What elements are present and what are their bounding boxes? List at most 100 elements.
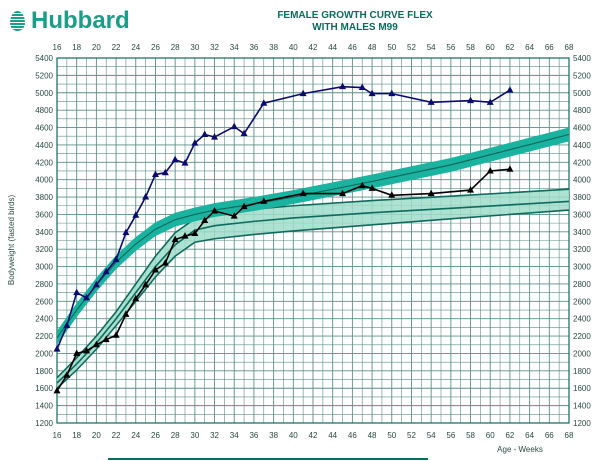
male-standard-band	[57, 127, 569, 345]
x-tick-label: 36	[249, 431, 258, 440]
y-tick-label-right: 4000	[573, 176, 591, 185]
y-tick-label: 2200	[35, 332, 53, 341]
y-tick-label-right: 5400	[573, 54, 591, 63]
y-tick-label: 1200	[35, 419, 53, 428]
female-standard-band	[57, 189, 569, 389]
x-tick-label: 60	[486, 431, 495, 440]
x-tick-label-top: 44	[328, 43, 337, 52]
x-tick-label: 62	[505, 431, 514, 440]
female-data-point	[240, 202, 248, 210]
y-tick-label: 1600	[35, 384, 53, 393]
female-data-point	[230, 212, 238, 219]
female-data-point	[142, 280, 150, 288]
y-tick-label: 3400	[35, 228, 53, 237]
y-tick-label-right: 1800	[573, 367, 591, 376]
female-data-point	[171, 235, 179, 243]
female-data-point	[486, 166, 494, 174]
x-tick-label: 28	[171, 431, 180, 440]
male-data-point	[211, 133, 219, 140]
x-tick-label: 64	[525, 431, 534, 440]
x-tick-label-top: 28	[171, 43, 180, 52]
y-tick-label: 3800	[35, 193, 53, 202]
y-tick-label-right: 4800	[573, 106, 591, 115]
y-tick-label: 2400	[35, 315, 53, 324]
chart-title: FEMALE GROWTH CURVE FLEX	[277, 10, 433, 21]
x-tick-label: 66	[545, 431, 554, 440]
male-data-point	[427, 98, 435, 105]
male-data-point	[299, 89, 307, 97]
male-data-point	[122, 228, 130, 236]
y-tick-label-right: 3600	[573, 210, 591, 219]
x-tick-label: 54	[427, 431, 436, 440]
y-tick-label-right: 4600	[573, 124, 591, 133]
hubbard-logo: Hubbard	[10, 8, 130, 34]
female-data-point	[83, 346, 91, 354]
y-tick-label: 4800	[35, 106, 53, 115]
egg-logo-icon	[10, 11, 25, 31]
y-tick-label: 3600	[35, 210, 53, 219]
y-tick-label-right: 4400	[573, 141, 591, 150]
y-tick-label-right: 3800	[573, 193, 591, 202]
x-tick-label-top: 40	[289, 43, 298, 52]
male-data-point	[132, 211, 140, 218]
male-data-point	[151, 170, 159, 177]
x-tick-label: 68	[565, 431, 574, 440]
x-tick-label: 30	[190, 431, 199, 440]
female-data-point	[201, 216, 209, 224]
y-tick-label-right: 2800	[573, 280, 591, 289]
male-data-point	[73, 288, 81, 296]
y-tick-label: 1800	[35, 367, 53, 376]
female-data-point	[161, 259, 169, 266]
x-tick-label: 38	[269, 431, 278, 440]
y-tick-label-right: 4200	[573, 158, 591, 167]
x-tick-label: 52	[407, 431, 416, 440]
x-tick-label: 48	[368, 431, 377, 440]
male-data-point	[230, 122, 238, 130]
x-tick-label-top: 48	[368, 43, 377, 52]
x-tick-label-top: 34	[230, 43, 239, 52]
female-data-point	[63, 371, 71, 378]
x-tick-label: 40	[289, 431, 298, 440]
x-tick-label: 50	[387, 431, 396, 440]
male-data-point	[83, 293, 91, 301]
y-tick-label-right: 2000	[573, 349, 591, 358]
male-data-point	[467, 96, 475, 104]
female-data-point	[102, 335, 110, 343]
y-tick-label: 2600	[35, 297, 53, 306]
female-data-point	[339, 189, 347, 197]
y-tick-label-right: 1400	[573, 402, 591, 411]
y-tick-label-right: 1200	[573, 419, 591, 428]
x-tick-label-top: 54	[427, 43, 436, 52]
y-tick-label: 3200	[35, 245, 53, 254]
x-tick-label-top: 16	[53, 43, 62, 52]
female-data-point	[122, 310, 130, 317]
male-data-point	[142, 193, 150, 200]
y-tick-label: 5200	[35, 71, 53, 80]
y-tick-label: 5000	[35, 89, 53, 98]
male-data-point	[240, 129, 248, 137]
male-data-point	[260, 99, 268, 106]
female-standard-line	[56, 188, 570, 379]
male-data-point	[486, 98, 494, 105]
y-tick-label: 5400	[35, 54, 53, 63]
male-data-point	[161, 168, 169, 176]
female-data-point	[151, 266, 159, 273]
x-tick-label: 26	[151, 431, 160, 440]
male-data-point	[63, 321, 71, 329]
x-tick-label-top: 32	[210, 43, 219, 52]
female-data-point	[368, 184, 376, 191]
x-tick-label-top: 42	[309, 43, 318, 52]
x-tick-label-top: 20	[92, 43, 101, 52]
chart-title-block: FEMALE GROWTH CURVE FLEX WITH MALES M99	[270, 10, 440, 34]
x-tick-label-top: 22	[112, 43, 121, 52]
x-tick-label-top: 64	[525, 43, 534, 52]
male-data-point	[102, 267, 110, 275]
male-data-point	[112, 255, 120, 263]
x-tick-label: 22	[112, 431, 121, 440]
x-tick-label-top: 50	[387, 43, 396, 52]
x-tick-label-top: 24	[131, 43, 140, 52]
x-tick-label-top: 60	[486, 43, 495, 52]
male-data-point	[368, 89, 376, 97]
